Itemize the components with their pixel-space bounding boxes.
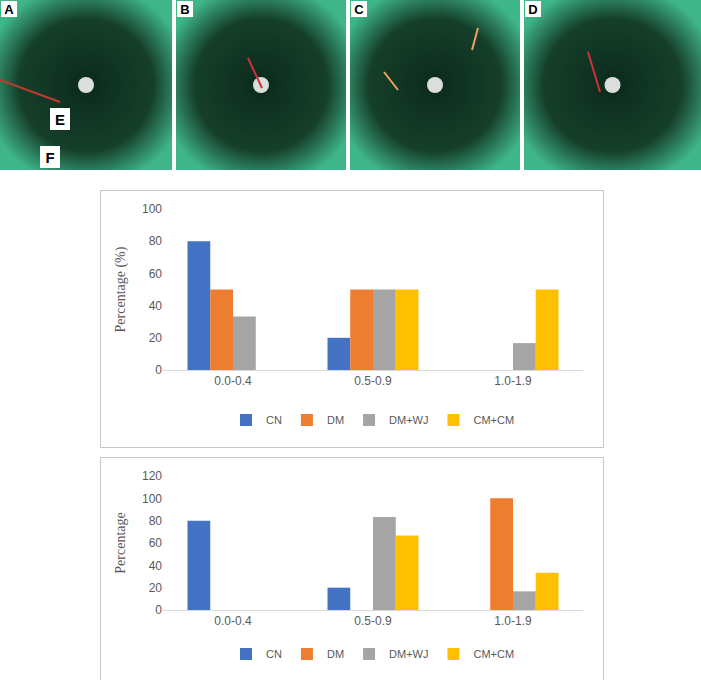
svg-text:40: 40	[149, 559, 163, 573]
svg-text:80: 80	[149, 234, 163, 248]
svg-text:1.0-1.9: 1.0-1.9	[494, 614, 532, 628]
svg-text:CM+CM: CM+CM	[473, 648, 514, 660]
svg-text:C: C	[354, 2, 364, 17]
svg-text:40: 40	[149, 299, 163, 313]
svg-text:100: 100	[142, 492, 162, 506]
svg-text:20: 20	[149, 331, 163, 345]
svg-text:0: 0	[155, 603, 162, 617]
svg-text:Percentage (%): Percentage (%)	[113, 246, 129, 332]
svg-text:E: E	[55, 111, 65, 128]
svg-text:0.5-0.9: 0.5-0.9	[354, 374, 392, 388]
svg-text:D: D	[528, 2, 537, 17]
svg-text:100: 100	[142, 202, 162, 216]
svg-text:A: A	[4, 2, 14, 17]
svg-text:0.0-0.4: 0.0-0.4	[214, 374, 252, 388]
svg-text:B: B	[180, 2, 189, 17]
svg-text:0.0-0.4: 0.0-0.4	[214, 614, 252, 628]
svg-text:DM: DM	[327, 648, 344, 660]
svg-text:DM+WJ: DM+WJ	[389, 648, 428, 660]
svg-text:120: 120	[142, 469, 162, 483]
svg-text:60: 60	[149, 536, 163, 550]
svg-text:80: 80	[149, 514, 163, 528]
svg-text:20: 20	[149, 581, 163, 595]
svg-text:1.0-1.9: 1.0-1.9	[494, 374, 532, 388]
svg-text:F: F	[45, 149, 54, 166]
svg-text:60: 60	[149, 267, 163, 281]
svg-text:CM+CM: CM+CM	[473, 414, 514, 426]
svg-text:0.5-0.9: 0.5-0.9	[354, 614, 392, 628]
svg-text:CN: CN	[266, 414, 282, 426]
svg-text:DM: DM	[327, 414, 344, 426]
svg-text:CN: CN	[266, 648, 282, 660]
svg-text:Percentage: Percentage	[113, 512, 128, 573]
svg-text:DM+WJ: DM+WJ	[389, 414, 428, 426]
svg-text:0: 0	[155, 363, 162, 377]
